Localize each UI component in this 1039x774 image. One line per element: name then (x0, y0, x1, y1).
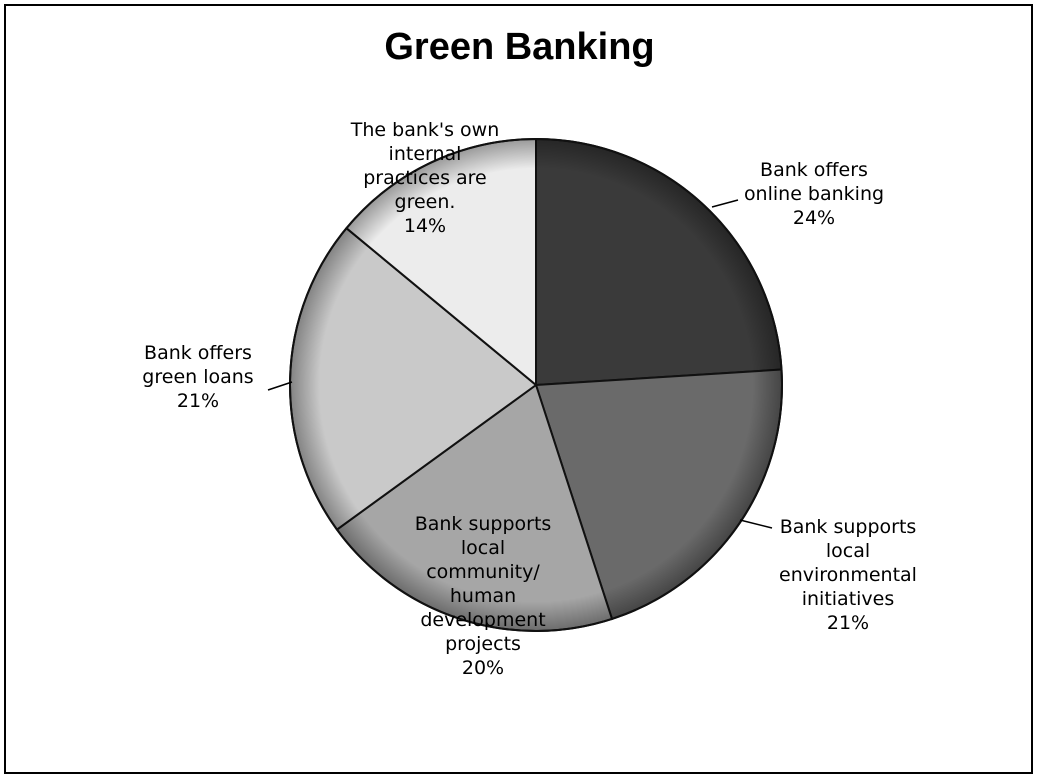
slice-label: The bank's own internal practices are green… (350, 119, 500, 237)
slice-label-line: green loans (142, 366, 253, 388)
slice-label-line: local (826, 540, 870, 562)
slice-label-line: Bank supports (415, 513, 552, 535)
slice-label-line: community/ (426, 561, 540, 583)
slice-label-line: Bank offers (144, 342, 252, 364)
slice-label-line: Bank offers (760, 159, 868, 181)
slice-label-line: online banking (744, 183, 884, 205)
slice-label-line: 21% (827, 612, 869, 634)
slice-label-line: 21% (177, 390, 219, 412)
slice-label-line: The bank's own (350, 119, 500, 141)
slice-label: Bank offers online banking 24% (744, 159, 884, 229)
slice-label-line: green. (395, 191, 456, 213)
slice-label: Bank offers green loans 21% (142, 342, 253, 412)
slice-label-line: 14% (404, 215, 446, 237)
chart-title: Green Banking (384, 26, 655, 68)
slice-label-line: practices are (363, 167, 487, 189)
slice-label-line: 20% (462, 657, 504, 679)
slice-label-line: 24% (793, 207, 835, 229)
slice-label-line: Bank supports (780, 516, 917, 538)
slice-label: Bank supports local environmental initiativ… (779, 516, 917, 634)
slice-label-line: environmental (779, 564, 917, 586)
leader-line (711, 199, 739, 208)
slice-label: Bank supports local community/human develop… (415, 513, 552, 679)
slice-label-line: development (420, 609, 545, 631)
slice-label-line: internal (389, 143, 462, 165)
pie-edge-shade (289, 138, 783, 632)
slice-label-line: initiatives (802, 588, 895, 610)
slice-label-line: projects (445, 633, 521, 655)
slice-label-line: human (450, 585, 516, 607)
slice-label-line: local (461, 537, 505, 559)
leader-line (739, 519, 773, 529)
leader-line (267, 381, 293, 391)
